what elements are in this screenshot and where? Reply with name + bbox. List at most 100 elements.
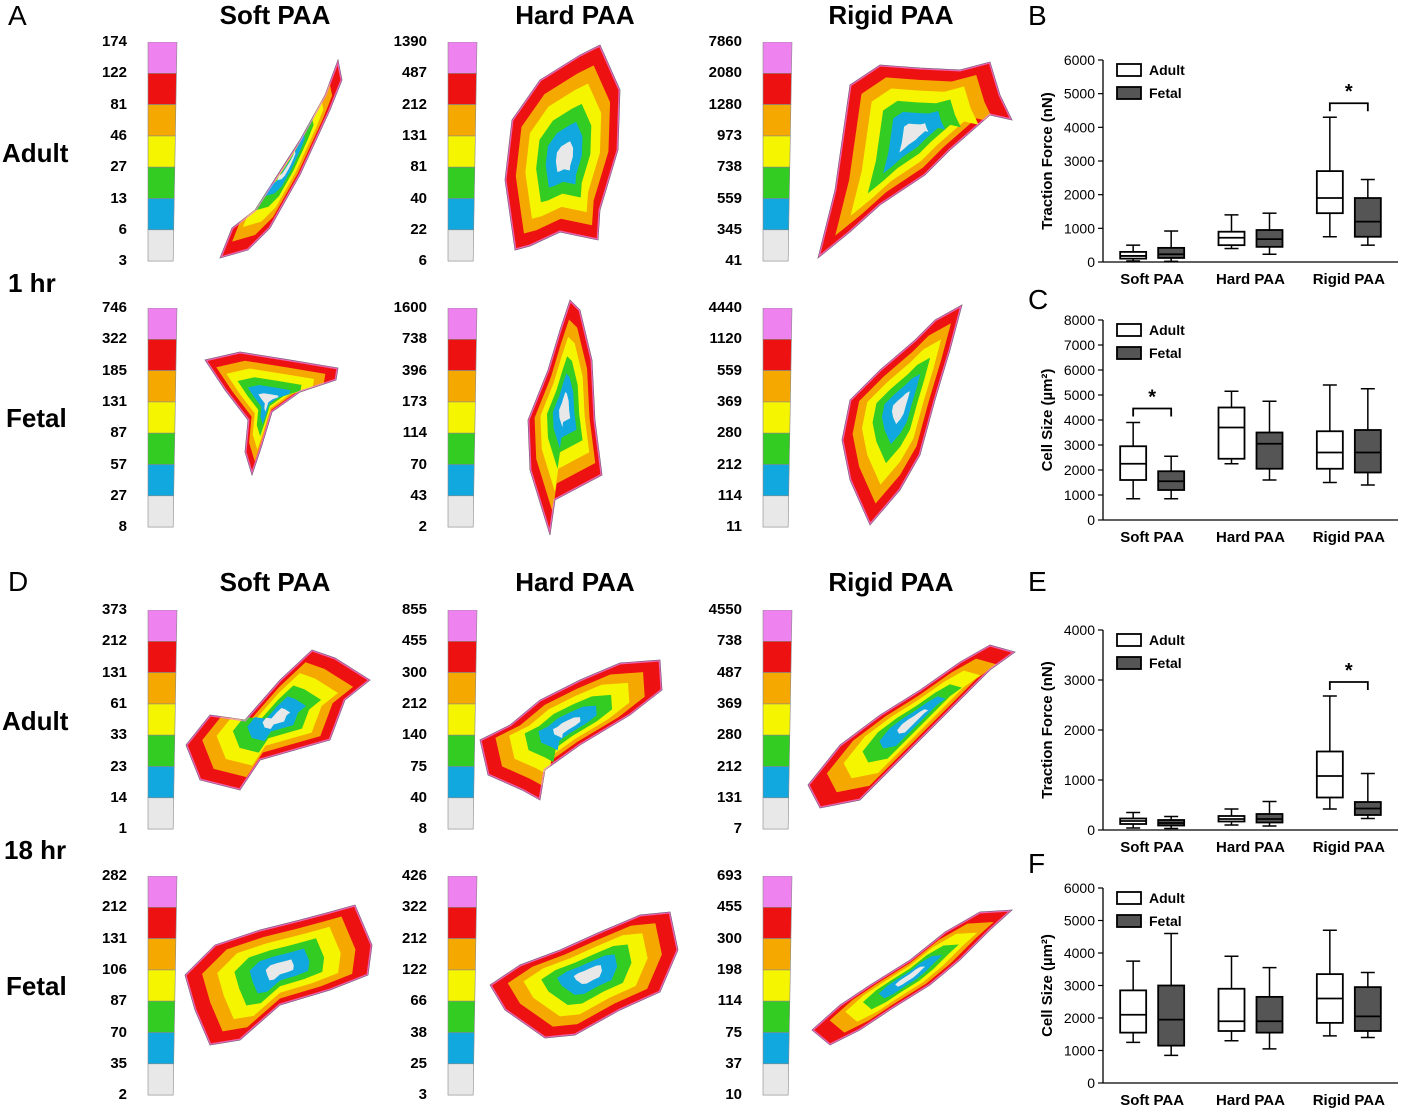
cell-traction-map bbox=[841, 304, 963, 526]
color-scale-segment bbox=[762, 797, 790, 830]
color-scale-label: 1390 bbox=[393, 33, 427, 50]
color-scale-label: 70 bbox=[410, 455, 427, 473]
y-tick-label: 1000 bbox=[1064, 220, 1095, 236]
color-scale-label: 559 bbox=[716, 361, 742, 379]
chart-traction-force-1hr: 0 1000 2000 3000 4000 5000 6000 Traction Force … bbox=[1039, 52, 1398, 288]
y-tick-label: 0 bbox=[1087, 254, 1095, 270]
color-scale-label: 131 bbox=[101, 392, 127, 410]
legend-label: Fetal bbox=[1149, 913, 1182, 929]
x-tick-label: Hard PAA bbox=[1216, 839, 1285, 856]
color-scale-label: 373 bbox=[101, 601, 127, 618]
color-scale-label: 487 bbox=[401, 64, 427, 82]
y-tick-label: 5000 bbox=[1064, 387, 1095, 403]
color-scale-label: 2080 bbox=[708, 64, 742, 82]
color-scale-label: 27 bbox=[110, 486, 127, 504]
color-scale-segment bbox=[447, 797, 475, 830]
legend-swatch bbox=[1116, 914, 1142, 928]
traction-maps bbox=[184, 44, 1016, 1046]
color-scale-label: 738 bbox=[401, 330, 427, 348]
color-scale-bar bbox=[447, 876, 478, 1096]
color-scale-label: 6 bbox=[418, 252, 427, 270]
color-scale-label: 693 bbox=[716, 867, 742, 884]
panel-letter-e: E bbox=[1028, 566, 1047, 597]
box-adult bbox=[1119, 811, 1148, 829]
time-label-1hr: 1 hr bbox=[8, 268, 56, 298]
y-tick-label: 2000 bbox=[1064, 462, 1095, 478]
y-tick-label: 0 bbox=[1087, 512, 1095, 528]
color-scale-label: 27 bbox=[110, 158, 127, 176]
y-tick-label: 4000 bbox=[1064, 119, 1095, 135]
chart-cell-size-1hr: 0 1000 2000 3000 4000 5000 6000 7000 8000 Cell Si… bbox=[1039, 312, 1398, 546]
color-scale-label: 855 bbox=[401, 601, 427, 618]
color-scale-segment bbox=[762, 1063, 790, 1096]
y-tick-label: 1000 bbox=[1064, 1043, 1095, 1059]
x-tick-label: Soft PAA bbox=[1120, 1092, 1184, 1109]
col-title-hard-a: Hard PAA bbox=[515, 0, 635, 30]
significance-star: * bbox=[1345, 81, 1353, 103]
color-scale-label: 174 bbox=[101, 33, 127, 50]
box-adult bbox=[1217, 214, 1246, 250]
row-label-adult-1hr: Adult bbox=[2, 138, 69, 168]
row-label-fetal-1hr: Fetal bbox=[6, 403, 67, 433]
color-scale-label: 13 bbox=[110, 189, 127, 207]
color-scale-label: 75 bbox=[725, 1023, 742, 1041]
color-scale-bar bbox=[147, 610, 178, 830]
panel-letter-a: A bbox=[8, 0, 27, 31]
color-scale-label: 738 bbox=[716, 158, 742, 176]
color-scale-label: 140 bbox=[401, 726, 427, 744]
color-scale-label: 185 bbox=[101, 361, 127, 379]
legend-label: Fetal bbox=[1149, 345, 1182, 361]
color-scale-label: 198 bbox=[716, 960, 742, 978]
color-scale-label: 212 bbox=[401, 929, 427, 947]
col-title-rigid-a: Rigid PAA bbox=[828, 0, 954, 30]
color-scale-label: 11 bbox=[726, 518, 742, 536]
color-scale-label: 369 bbox=[716, 392, 742, 410]
significance-star: * bbox=[1148, 387, 1156, 409]
color-scale-bar bbox=[762, 876, 793, 1096]
color-scale-label: 282 bbox=[101, 867, 127, 884]
cell-traction-map bbox=[817, 61, 1013, 259]
legend-swatch bbox=[1116, 633, 1142, 647]
color-scale-label: 280 bbox=[716, 424, 742, 442]
color-scale-segment bbox=[447, 1063, 475, 1096]
color-scale-label: 173 bbox=[401, 392, 427, 410]
panel-letter-d: D bbox=[8, 566, 29, 597]
color-scale-label: 3 bbox=[118, 252, 127, 270]
legend-swatch bbox=[1116, 86, 1142, 100]
color-scale-label: 212 bbox=[101, 632, 127, 650]
chart-traction-force-18hr: 0 1000 2000 3000 4000 Traction Force (nN) Soft… bbox=[1039, 622, 1398, 856]
cell-traction-map bbox=[811, 909, 1013, 1046]
color-scale-label: 1 bbox=[118, 820, 127, 838]
significance-star: * bbox=[1345, 660, 1353, 682]
color-scale-label: 1600 bbox=[393, 299, 427, 316]
color-scale-label: 131 bbox=[716, 788, 742, 806]
box-fetal bbox=[1255, 212, 1284, 256]
y-tick-label: 1000 bbox=[1064, 772, 1095, 788]
y-tick-label: 5000 bbox=[1064, 86, 1095, 102]
color-scale-label: 559 bbox=[716, 189, 742, 207]
x-tick-label: Soft PAA bbox=[1120, 529, 1184, 546]
color-scale-label: 369 bbox=[716, 694, 742, 712]
y-tick-label: 2000 bbox=[1064, 1010, 1095, 1026]
color-scale-label: 4550 bbox=[708, 601, 742, 618]
legend-label: Adult bbox=[1149, 632, 1185, 648]
color-scale-label: 23 bbox=[110, 757, 127, 775]
chart-cell-size-18hr: 0 1000 2000 3000 4000 5000 6000 Cell Size (µm²)… bbox=[1039, 880, 1398, 1109]
color-scale-label: 973 bbox=[716, 126, 742, 144]
x-tick-label: Rigid PAA bbox=[1313, 271, 1385, 288]
y-axis-label: Cell Size (µm²) bbox=[1039, 369, 1056, 472]
x-tick-label: Hard PAA bbox=[1216, 529, 1285, 546]
y-tick-label: 7000 bbox=[1064, 337, 1095, 353]
color-scale-label: 33 bbox=[110, 726, 127, 744]
color-scale-label: 46 bbox=[110, 126, 127, 144]
y-tick-label: 6000 bbox=[1064, 52, 1095, 68]
y-tick-label: 3000 bbox=[1064, 978, 1095, 994]
color-scale-label: 426 bbox=[401, 867, 427, 884]
box-fetal bbox=[1157, 815, 1186, 830]
legend-swatch bbox=[1116, 656, 1142, 670]
x-tick-label: Soft PAA bbox=[1120, 271, 1184, 288]
color-scale-label: 455 bbox=[716, 898, 742, 916]
color-scale-label: 61 bbox=[110, 694, 127, 712]
box-fetal bbox=[1255, 400, 1284, 481]
color-scale-label: 38 bbox=[410, 1023, 427, 1041]
